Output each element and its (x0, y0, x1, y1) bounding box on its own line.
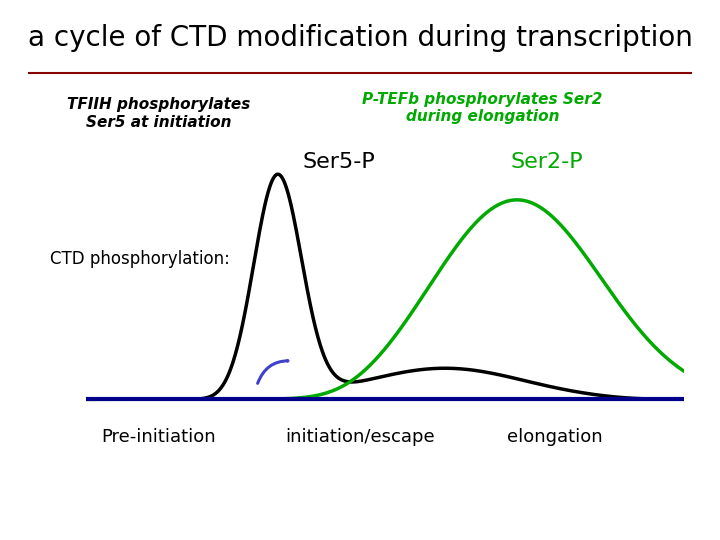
Text: P-TEFb phosphorylates Ser2
during elongation: P-TEFb phosphorylates Ser2 during elonga… (362, 92, 603, 124)
Text: Pre-initiation: Pre-initiation (101, 428, 216, 447)
Text: a cycle of CTD modification during transcription: a cycle of CTD modification during trans… (27, 24, 693, 52)
FancyArrowPatch shape (258, 361, 288, 383)
Text: CTD phosphorylation:: CTD phosphorylation: (50, 250, 230, 268)
Text: Ser5-P: Ser5-P (302, 152, 375, 172)
Text: initiation/escape: initiation/escape (285, 428, 435, 447)
Text: Ser2-P: Ser2-P (511, 152, 583, 172)
Text: TFIIH phosphorylates
Ser5 at initiation: TFIIH phosphorylates Ser5 at initiation (67, 97, 250, 130)
Text: elongation: elongation (507, 428, 602, 447)
